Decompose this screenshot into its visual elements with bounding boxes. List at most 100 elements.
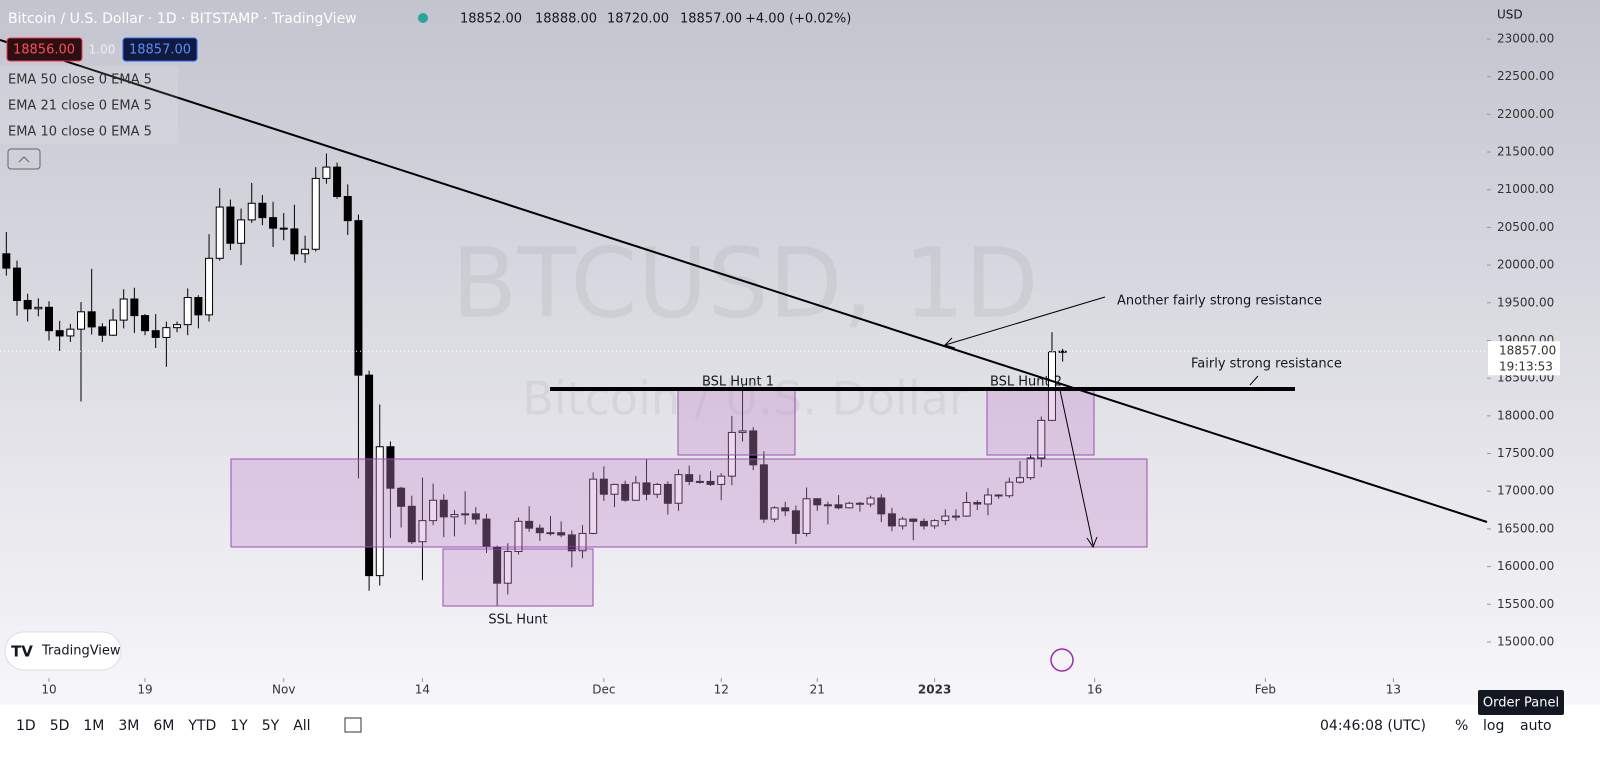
candle-body: [1037, 419, 1046, 459]
timeframe-button[interactable]: 1D: [16, 718, 36, 734]
candle-body: [823, 504, 832, 507]
candle-body: [781, 507, 790, 512]
indicator[interactable]: EMA 21 close 0 EMA 5: [8, 99, 152, 114]
timeframe-button[interactable]: All: [293, 718, 310, 734]
candle-body: [194, 297, 203, 316]
candle-body: [887, 513, 896, 527]
candle-body: [706, 480, 715, 485]
timeframe-button[interactable]: 1M: [83, 718, 104, 734]
y-tick-label: 20500.00: [1497, 220, 1554, 234]
candle-body: [695, 480, 704, 483]
arrow-line: [1249, 375, 1259, 386]
candle-body: [621, 483, 630, 501]
timeframe-button[interactable]: YTD: [187, 718, 216, 734]
bsl-box-1: [677, 388, 796, 456]
y-tick-label: 17500.00: [1497, 446, 1554, 460]
candle-body: [503, 551, 512, 584]
candle-body: [738, 430, 747, 433]
candle-body: [610, 483, 619, 495]
candle-body: [759, 464, 768, 520]
ohlc-high: 18888.00: [535, 12, 597, 27]
candle-body: [429, 499, 438, 522]
timeframe-button[interactable]: 5D: [50, 718, 70, 734]
annotation: Another fairly strong resistance: [1117, 294, 1322, 309]
legend-panel: [0, 66, 178, 144]
candle-body: [962, 502, 971, 517]
collapse-button[interactable]: [7, 148, 41, 170]
x-tick-label: 10: [41, 683, 56, 697]
logo-icon: TV: [11, 643, 33, 661]
trend-line: [0, 39, 1488, 523]
sell-price: 18856.00: [13, 43, 75, 58]
events-icon[interactable]: [1050, 648, 1074, 672]
logo: TradingView: [41, 644, 121, 659]
candle-body: [418, 520, 427, 543]
y-tick-label: 21000.00: [1497, 182, 1554, 196]
x-tick-label: Dec: [592, 683, 615, 697]
candle-body: [162, 327, 171, 338]
ohlc-low: 18720.00: [607, 12, 669, 27]
log-toggle[interactable]: log: [1483, 718, 1504, 734]
candle-body: [951, 515, 960, 518]
candle-body: [354, 220, 363, 376]
candle-body: [258, 202, 267, 219]
candle-body: [269, 217, 278, 229]
timeframe-button[interactable]: 6M: [153, 718, 174, 734]
candle-body: [973, 502, 982, 505]
candle-body: [375, 446, 384, 577]
order-panel-button[interactable]: [1478, 690, 1564, 715]
candle-body: [578, 532, 587, 552]
arrow-line: [944, 296, 1106, 346]
x-tick-label: 12: [714, 683, 729, 697]
candle-body: [12, 267, 21, 302]
candle-body: [279, 227, 288, 230]
candle-body: [173, 324, 182, 329]
candle-body: [301, 248, 310, 255]
y-tick-label: 15000.00: [1497, 634, 1554, 648]
candle-body: [983, 494, 992, 505]
x-tick-label: 19: [137, 683, 152, 697]
clock: 04:46:08 (UTC): [1320, 718, 1426, 734]
x-tick-label: 2023: [918, 683, 951, 697]
candle-body: [514, 520, 523, 553]
last-price-label: 18857.00: [1499, 344, 1556, 358]
candle-body: [183, 297, 192, 326]
candle-body: [311, 177, 320, 250]
indicator[interactable]: EMA 50 close 0 EMA 5: [8, 73, 152, 88]
ohlc-change: +4.00 (+0.02%): [745, 12, 851, 27]
arrow-head: [1086, 536, 1098, 549]
y-tick-label: 18000.00: [1497, 408, 1554, 422]
candle-body: [439, 499, 448, 518]
candle-body: [141, 315, 150, 332]
y-tick-label: 22000.00: [1497, 107, 1554, 121]
candle-body: [919, 520, 928, 527]
candle-body: [343, 196, 352, 222]
date-range-icon[interactable]: [344, 717, 362, 733]
candle-body: [45, 306, 53, 332]
logo-badge[interactable]: [4, 631, 122, 671]
candle-body: [1005, 481, 1014, 497]
indicator[interactable]: EMA 10 close 0 EMA 5: [8, 125, 152, 140]
candle-body: [717, 475, 726, 485]
timeframe-button[interactable]: 5Y: [262, 718, 280, 734]
collapse-icon: [18, 156, 30, 163]
buy-price: 18857.00: [129, 43, 191, 58]
percent-toggle[interactable]: %: [1455, 718, 1468, 734]
timeframe-button[interactable]: 3M: [118, 718, 139, 734]
chart-background: [0, 0, 1600, 705]
buy-button[interactable]: [122, 37, 198, 62]
candle-body: [1015, 477, 1024, 483]
candle-body: [365, 374, 374, 577]
timeframe-button[interactable]: 1Y: [230, 718, 248, 734]
y-tick-label: 22500.00: [1497, 69, 1554, 83]
sell-button[interactable]: [6, 37, 83, 62]
candle-body: [130, 298, 139, 317]
candle-body: [1058, 350, 1067, 353]
auto-toggle[interactable]: auto: [1520, 718, 1552, 734]
annotation: SSL Hunt: [488, 613, 547, 628]
range-box: [230, 458, 1148, 548]
y-tick-label: 21500.00: [1497, 145, 1554, 159]
candle-body: [802, 498, 811, 534]
countdown: 19:13:53: [1499, 360, 1553, 374]
currency[interactable]: USD: [1497, 8, 1523, 22]
